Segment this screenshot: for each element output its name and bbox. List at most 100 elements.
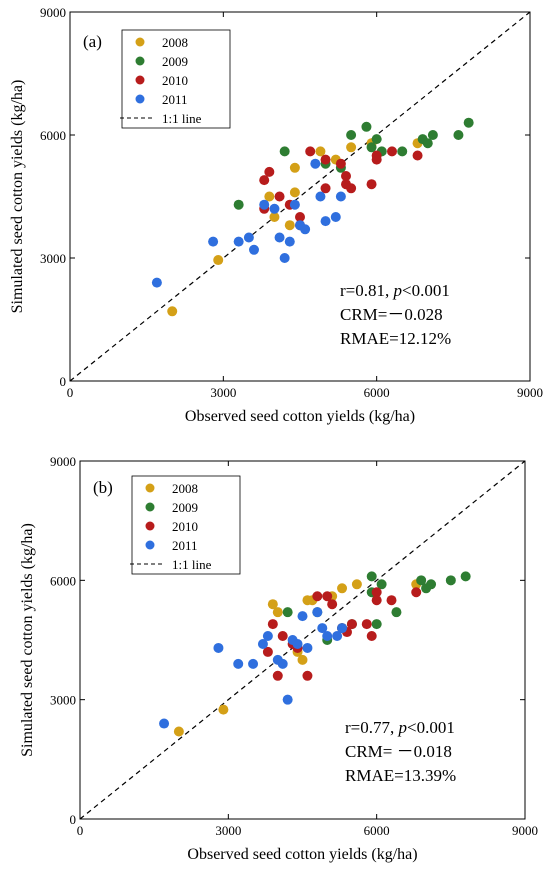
data-point-2011 xyxy=(335,191,346,202)
data-point-2011 xyxy=(233,236,244,247)
x-tick-label: 9000 xyxy=(517,385,543,400)
data-point-2009 xyxy=(233,199,244,210)
data-point-2011 xyxy=(330,212,341,222)
data-point-2009 xyxy=(279,146,290,157)
data-point-2011 xyxy=(317,623,328,634)
data-point-2011 xyxy=(337,623,348,634)
data-point-2011 xyxy=(243,232,254,243)
stat-rmae: RMAE=13.39% xyxy=(345,766,456,785)
legend-label-line: 1:1 line xyxy=(162,111,202,126)
data-point-2011 xyxy=(159,718,170,729)
data-point-2009 xyxy=(463,117,474,128)
legend-marker-2009 xyxy=(145,502,155,512)
data-point-2008 xyxy=(315,146,326,157)
data-point-2010 xyxy=(264,166,275,177)
y-tick-label: 9000 xyxy=(40,5,66,20)
data-point-2009 xyxy=(453,130,464,140)
legend-marker-2011 xyxy=(145,540,155,550)
data-point-2010 xyxy=(274,191,285,202)
data-point-2010 xyxy=(320,183,331,194)
data-point-2008 xyxy=(269,212,280,222)
data-point-2010 xyxy=(320,154,331,165)
data-point-2008 xyxy=(302,595,313,606)
data-point-2009 xyxy=(371,619,382,630)
data-point-2008 xyxy=(218,704,229,715)
legend-label-2008: 2008 xyxy=(162,35,188,50)
data-point-2009 xyxy=(397,146,408,157)
data-point-2009 xyxy=(366,571,377,582)
data-point-2008 xyxy=(297,654,308,665)
legend-label-2009: 2009 xyxy=(162,54,188,69)
data-point-2010 xyxy=(302,670,313,681)
data-point-2009 xyxy=(346,130,357,140)
legend-label-line: 1:1 line xyxy=(172,557,212,572)
data-point-2010 xyxy=(387,146,397,157)
x-tick-label: 3000 xyxy=(210,385,236,400)
legend-label-2009: 2009 xyxy=(172,500,198,515)
data-point-2010 xyxy=(371,587,382,598)
legend-marker-2010 xyxy=(135,75,145,85)
data-point-2011 xyxy=(208,236,219,247)
data-point-2011 xyxy=(322,631,333,642)
stat-rmae: RMAE=12.12% xyxy=(340,329,451,348)
legend-label-2010: 2010 xyxy=(172,519,198,534)
data-point-2010 xyxy=(361,619,372,630)
data-point-2011 xyxy=(284,236,295,247)
data-point-2008 xyxy=(337,583,348,594)
data-point-2011 xyxy=(269,203,280,214)
x-tick-label: 9000 xyxy=(512,823,538,838)
plot-frame xyxy=(69,11,531,382)
data-point-2010 xyxy=(366,631,377,642)
y-tick-label: 6000 xyxy=(50,573,76,588)
data-point-2011 xyxy=(249,244,259,255)
y-tick-label: 3000 xyxy=(40,251,66,266)
data-point-2009 xyxy=(426,579,437,590)
data-point-2011 xyxy=(262,631,273,642)
data-point-2011 xyxy=(315,191,326,202)
data-point-2009 xyxy=(445,575,456,586)
data-point-2011 xyxy=(297,611,308,622)
y-axis-label: Simulated seed cotton yields (kg/ha) xyxy=(19,523,36,757)
data-point-2009 xyxy=(460,571,471,582)
data-point-2010 xyxy=(371,154,382,165)
data-point-2011 xyxy=(292,638,303,649)
data-point-2010 xyxy=(346,183,357,194)
data-point-2010 xyxy=(312,591,323,602)
data-point-2011 xyxy=(248,658,259,669)
x-axis-label: Observed seed cotton yields (kg/ha) xyxy=(185,408,415,425)
panel-label: (b) xyxy=(93,478,113,497)
data-point-2011 xyxy=(300,224,311,235)
data-point-2010 xyxy=(295,212,305,222)
data-point-2008 xyxy=(351,579,362,590)
data-point-2009 xyxy=(422,138,433,149)
legend-label-2008: 2008 xyxy=(172,481,198,496)
data-point-2011 xyxy=(332,631,343,642)
panel-label: (a) xyxy=(83,32,102,51)
data-point-2011 xyxy=(259,199,270,210)
chart-panel-1: 0 3000 6000 9000 0 3000 6000 9000 Observed seed … xyxy=(9,5,543,425)
data-point-2011 xyxy=(277,658,288,669)
legend-marker-2010 xyxy=(145,521,155,531)
y-tick-label: 3000 xyxy=(50,693,76,708)
legend-marker-2008 xyxy=(135,37,145,47)
data-point-2008 xyxy=(264,191,275,202)
data-point-2011 xyxy=(289,199,300,210)
data-point-2009 xyxy=(391,607,402,618)
data-point-2009 xyxy=(361,121,372,132)
data-point-2010 xyxy=(262,646,273,657)
data-point-2010 xyxy=(412,150,423,161)
data-point-2010 xyxy=(366,179,377,190)
data-point-2008 xyxy=(213,255,224,266)
legend-marker-2009 xyxy=(135,56,145,66)
legend-label-2010: 2010 xyxy=(162,73,188,88)
x-tick-label: 6000 xyxy=(364,385,390,400)
data-point-2010 xyxy=(386,595,397,606)
data-point-2011 xyxy=(151,277,162,288)
data-point-2010 xyxy=(259,175,270,186)
data-point-2009 xyxy=(416,575,427,586)
data-point-2009 xyxy=(282,607,293,618)
stat-r: r=0.81, p<0.001 xyxy=(340,281,450,300)
data-point-2008 xyxy=(167,306,178,317)
legend-marker-2011 xyxy=(135,94,145,104)
